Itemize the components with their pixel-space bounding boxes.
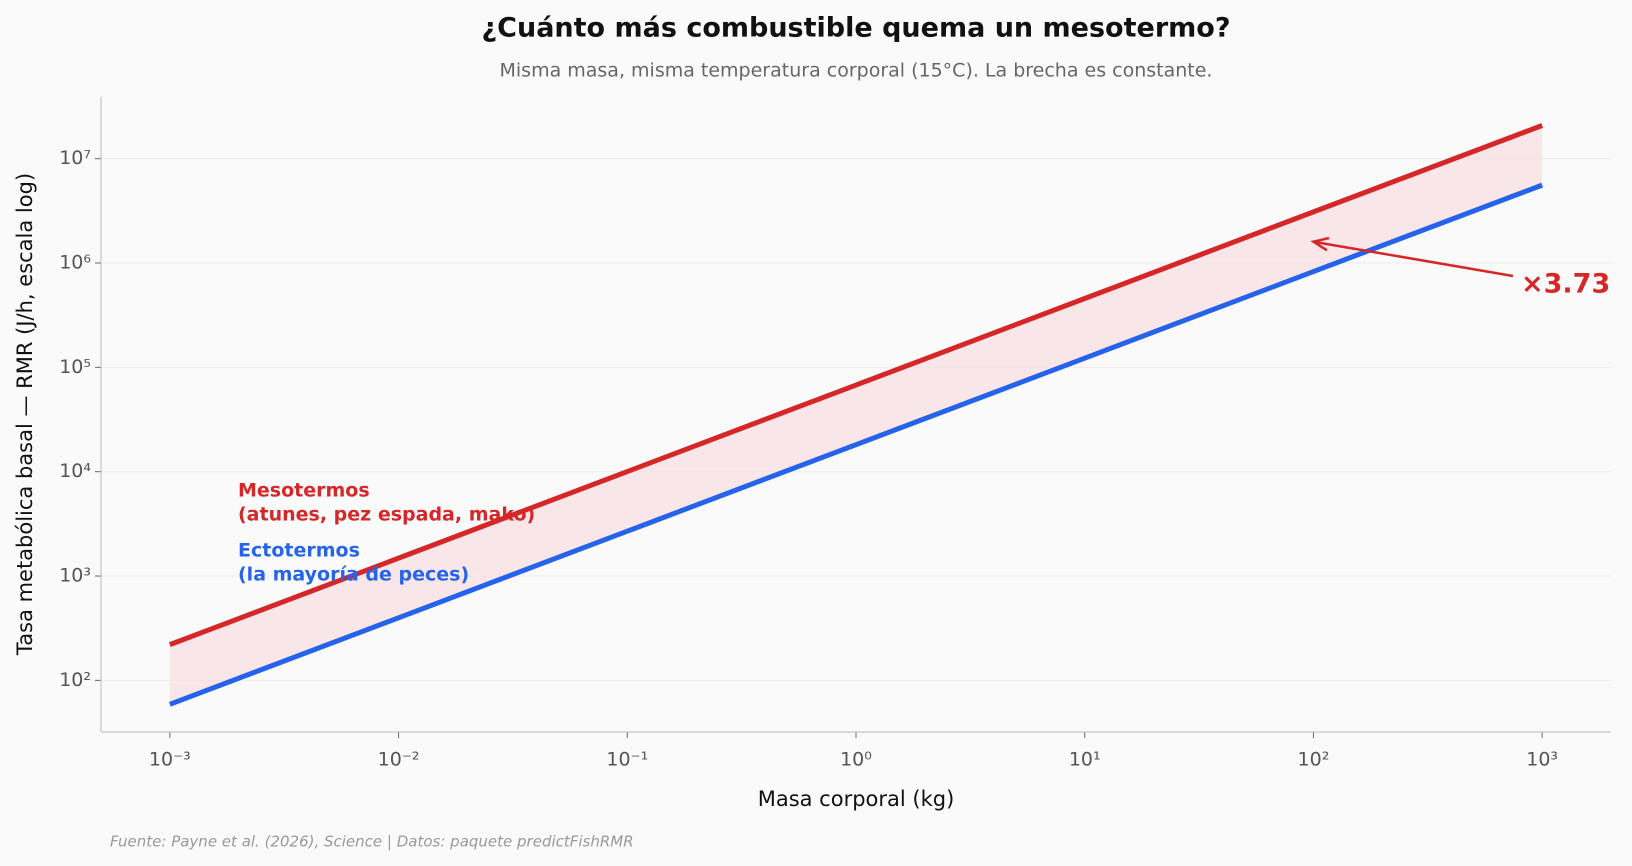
y-tick-label: 10⁵ bbox=[59, 356, 91, 378]
y-axis-label: Tasa metabólica basal — RMR (J/h, escala… bbox=[13, 173, 37, 656]
x-tick-label: 10² bbox=[1298, 749, 1330, 771]
chart-subtitle: Misma masa, misma temperatura corporal (… bbox=[500, 60, 1213, 82]
chart-title: ¿Cuánto más combustible quema un mesoter… bbox=[482, 13, 1231, 44]
y-tick-label: 10² bbox=[59, 669, 91, 691]
gap-area bbox=[169, 125, 1543, 705]
annotation-label: ×3.73 bbox=[1521, 269, 1610, 300]
y-tick-label: 10⁴ bbox=[59, 460, 91, 482]
x-tick-label: 10⁻² bbox=[378, 749, 420, 771]
legend-label: Mesotermos bbox=[238, 480, 370, 502]
legend-description: (la mayoría de peces) bbox=[238, 564, 469, 586]
series-line bbox=[168, 123, 1544, 647]
annotation-arrow bbox=[1313, 240, 1514, 278]
x-tick-label: 10⁻³ bbox=[149, 749, 191, 771]
x-axis-label: Masa corporal (kg) bbox=[758, 787, 955, 811]
y-tick-label: 10³ bbox=[59, 565, 91, 587]
legend-label: Ectotermos bbox=[238, 540, 360, 562]
x-tick-label: 10⁰ bbox=[840, 749, 872, 771]
y-tick-label: 10⁶ bbox=[59, 252, 91, 274]
legend-description: (atunes, pez espada, mako) bbox=[238, 504, 535, 526]
source-note: Fuente: Payne et al. (2026), Science | D… bbox=[110, 833, 634, 851]
x-tick-label: 10¹ bbox=[1069, 749, 1101, 771]
x-tick-label: 10³ bbox=[1526, 749, 1558, 771]
annotation-arrowhead bbox=[1310, 236, 1330, 252]
y-tick-label: 10⁷ bbox=[59, 147, 91, 169]
x-tick-label: 10⁻¹ bbox=[606, 749, 648, 771]
series-line bbox=[168, 182, 1544, 707]
